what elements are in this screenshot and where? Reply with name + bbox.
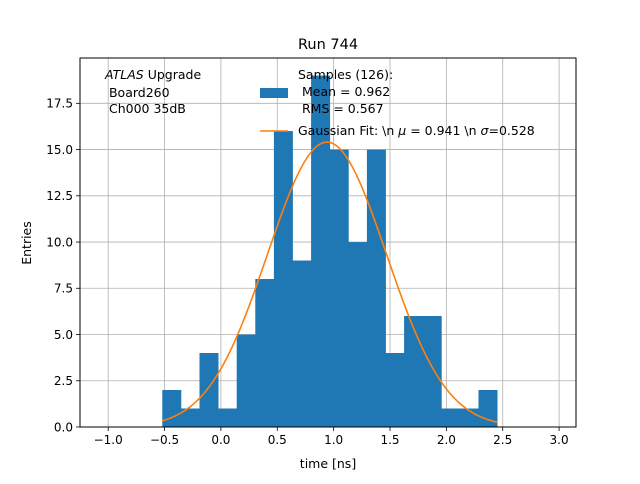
histogram-bar <box>180 408 200 427</box>
histogram-bar <box>311 75 331 428</box>
x-tick-label: 1.5 <box>380 433 399 447</box>
histogram-bar <box>385 353 405 427</box>
legend-histogram-title: Samples (126): <box>298 67 393 82</box>
legend-fit-sigma: σ <box>481 123 490 138</box>
gaussian-fit-curve <box>162 141 498 423</box>
y-tick-label: 10.0 <box>46 235 73 249</box>
x-tick-label: 2.5 <box>493 433 512 447</box>
y-tick-label: 7.5 <box>54 282 73 296</box>
histogram-bar <box>236 334 256 427</box>
histogram-bar <box>348 242 368 427</box>
y-tick-label: 0.0 <box>54 420 73 434</box>
x-tick-label: 3.0 <box>550 433 569 447</box>
histogram-bar <box>441 408 461 427</box>
y-tick-label: 15.0 <box>46 143 73 157</box>
annotation-upgrade: Upgrade <box>144 67 202 82</box>
legend-fit-prefix: Gaussian Fit: \n <box>298 123 398 138</box>
x-tick-label: −0.5 <box>150 433 179 447</box>
legend-fit-mid: = 0.941 \n <box>406 123 480 138</box>
y-tick-label: 5.0 <box>54 328 73 342</box>
chart-title: Run 744 <box>298 37 358 53</box>
x-tick-label: 0.0 <box>211 433 230 447</box>
legend-histogram-rms: RMS = 0.567 <box>298 101 384 116</box>
y-tick-label: 12.5 <box>46 189 73 203</box>
x-tick-label: 0.5 <box>268 433 287 447</box>
x-axis-ticks: −1.0 −0.5 0.0 0.5 1.0 1.5 2.0 2.5 3.0 <box>94 427 569 447</box>
histogram-bar <box>422 316 442 427</box>
histogram-bar <box>366 149 386 427</box>
legend-fit-suffix: =0.528 <box>488 123 534 138</box>
x-axis-label: time [ns] <box>300 456 356 471</box>
histogram-bar <box>273 131 293 427</box>
histogram-bar <box>404 316 424 427</box>
legend-histogram-mean: Mean = 0.962 <box>298 84 390 99</box>
y-tick-label: 17.5 <box>46 97 73 111</box>
svg-text:ATLAS Upgrade: ATLAS Upgrade <box>104 67 201 82</box>
legend-histogram-swatch <box>260 88 288 98</box>
annotation-atlas: ATLAS <box>104 67 144 82</box>
annotation-board: Board260 <box>105 85 170 100</box>
histogram-bar <box>292 260 312 427</box>
legend-fit-mu: μ <box>397 123 406 138</box>
atlas-annotation: ATLAS Upgrade Board260 Ch000 35dB <box>104 67 201 116</box>
histogram-bar <box>329 149 349 427</box>
histogram-bar <box>199 353 219 427</box>
fit-line <box>162 141 498 423</box>
y-axis-label: Entries <box>19 221 34 265</box>
histogram-bar <box>255 279 275 427</box>
axes-frame <box>79 57 577 428</box>
y-tick-label: 2.5 <box>54 374 73 388</box>
y-axis-ticks: 0.0 2.5 5.0 7.5 10.0 12.5 15.0 17.5 <box>46 97 80 434</box>
histogram-bars <box>162 75 498 428</box>
x-tick-label: 1.0 <box>324 433 343 447</box>
histogram-bar <box>218 408 238 427</box>
x-tick-label: 2.0 <box>437 433 456 447</box>
histogram-bar <box>162 390 182 427</box>
x-tick-label: −1.0 <box>94 433 123 447</box>
legend-fit-label: Gaussian Fit: \n μ = 0.941 \n σ=0.528 <box>298 123 535 138</box>
legend: Samples (126): Mean = 0.962 RMS = 0.567 … <box>260 67 535 138</box>
annotation-channel: Ch000 35dB <box>105 101 186 116</box>
